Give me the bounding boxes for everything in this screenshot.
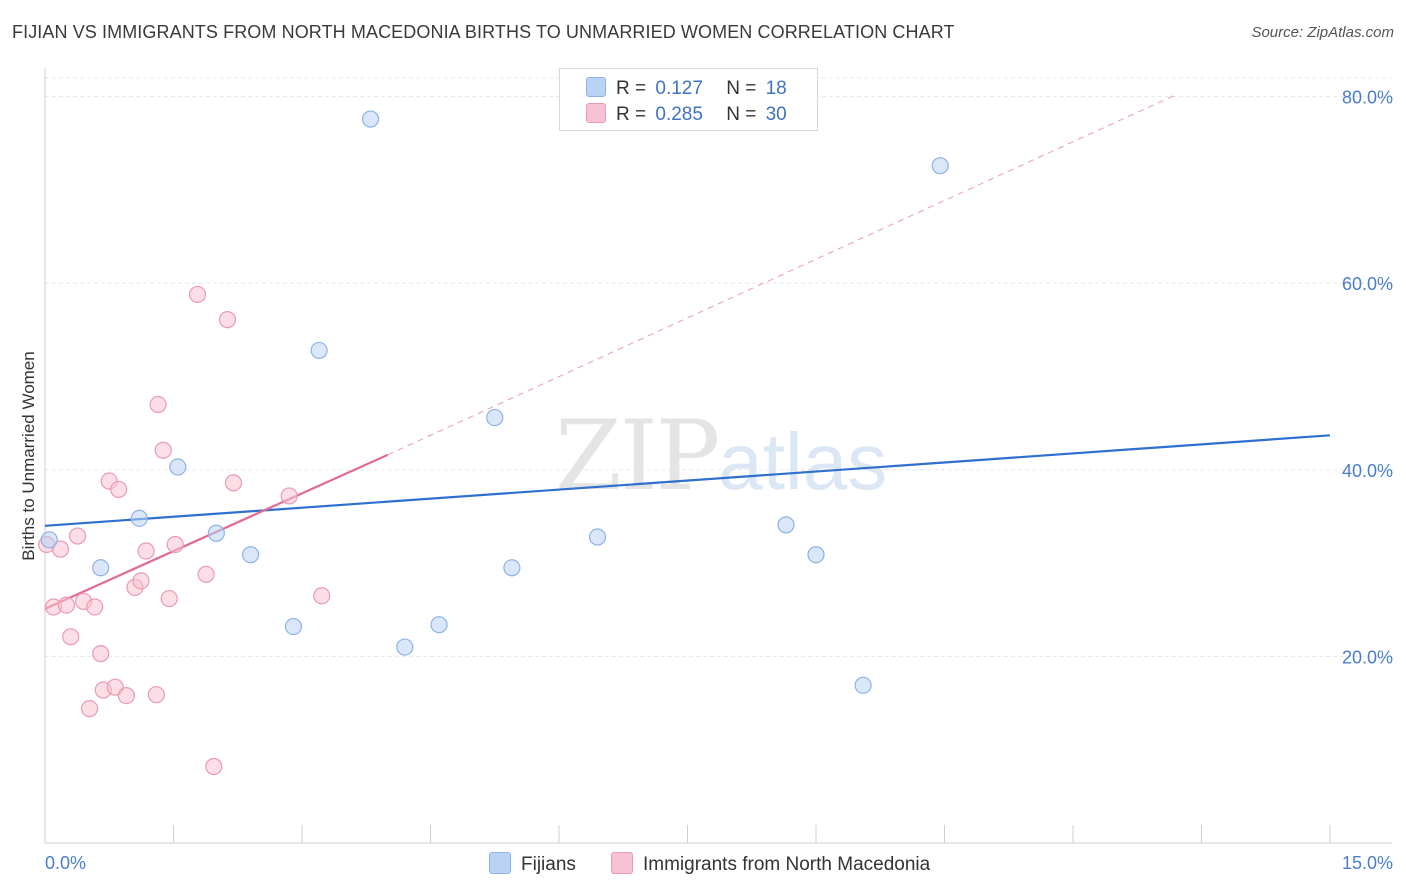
fijian-point xyxy=(284,617,303,636)
legend-n-label: N = xyxy=(726,78,757,99)
legend-r-value: 0.285 xyxy=(655,104,703,125)
macedonia-point xyxy=(160,589,178,608)
y-tick-label: 60.0% xyxy=(1342,274,1393,294)
fijian-point xyxy=(92,559,110,577)
macedonia-point xyxy=(154,441,172,459)
macedonia-point xyxy=(57,596,76,614)
macedonia-point xyxy=(62,628,80,646)
macedonia-point xyxy=(68,527,87,545)
macedonia-point xyxy=(80,700,99,718)
fijian-point xyxy=(242,546,260,564)
macedonia-point xyxy=(51,540,70,558)
data-points xyxy=(38,110,949,776)
trend-line-fijians xyxy=(44,434,1331,527)
fijian-point xyxy=(361,110,380,128)
macedonia-point xyxy=(205,757,223,776)
axes xyxy=(44,68,1392,844)
macedonia-point xyxy=(137,542,155,560)
watermark-zip: ZIP xyxy=(555,400,720,512)
fijian-point xyxy=(503,559,521,577)
series-legend-fijians[interactable]: Fijians xyxy=(489,852,576,876)
legend-n-value: 18 xyxy=(765,78,787,99)
series-swatch-macedonia xyxy=(611,852,633,874)
trend-lines xyxy=(44,94,1331,610)
legend-r-label: R = xyxy=(616,104,647,125)
x-tick-label: 0.0% xyxy=(45,853,86,873)
legend-swatch-macedonia xyxy=(586,103,606,123)
fijian-point xyxy=(310,341,328,360)
fijian-point xyxy=(807,546,825,564)
fijian-point xyxy=(430,616,448,634)
macedonia-point xyxy=(313,587,331,605)
fijian-point xyxy=(588,528,607,546)
trend-extension-macedonia xyxy=(387,94,1177,456)
legend-r-label: R = xyxy=(616,78,647,99)
fijian-point xyxy=(130,509,148,527)
macedonia-point xyxy=(197,565,215,583)
fijian-point xyxy=(931,157,949,175)
macedonia-point xyxy=(147,686,165,704)
series-legend-macedonia[interactable]: Immigrants from North Macedonia xyxy=(611,852,930,876)
y-axis-label: Births to Unmarried Women xyxy=(19,351,38,560)
fijian-point xyxy=(854,676,872,694)
watermark: ZIPatlas xyxy=(555,400,887,512)
fijian-point xyxy=(777,516,795,534)
macedonia-point xyxy=(92,645,110,663)
chart-title: FIJIAN VS IMMIGRANTS FROM NORTH MACEDONI… xyxy=(12,22,955,42)
y-tick-label: 40.0% xyxy=(1342,461,1393,481)
macedonia-point xyxy=(188,285,207,304)
legend-row-macedonia: R = 0.285 N = 30 xyxy=(586,103,787,129)
fijian-point xyxy=(169,458,187,476)
macedonia-point xyxy=(280,487,298,505)
y-tick-label: 80.0% xyxy=(1342,88,1393,108)
legend-row-fijians: R = 0.127 N = 18 xyxy=(586,77,787,103)
macedonia-point xyxy=(149,395,167,414)
fijian-point xyxy=(486,408,504,427)
macedonia-point xyxy=(117,686,135,705)
fijian-point xyxy=(40,531,58,549)
macedonia-point xyxy=(166,535,184,554)
watermark-atlas: atlas xyxy=(718,417,888,506)
series-label-macedonia: Immigrants from North Macedonia xyxy=(643,854,931,875)
macedonia-point xyxy=(86,598,104,616)
legend-r-value: 0.127 xyxy=(655,78,703,99)
series-legend: Fijians Immigrants from North Macedonia xyxy=(0,850,1406,878)
ticks: 20.0% 40.0% 60.0% 80.0% 0.0% 15.0% xyxy=(45,88,1393,873)
macedonia-point xyxy=(218,311,237,329)
legend-n-label: N = xyxy=(726,104,757,125)
x-tick-label: 15.0% xyxy=(1342,853,1393,873)
legend-n-value: 30 xyxy=(765,104,787,125)
macedonia-point xyxy=(132,572,150,590)
fijian-point xyxy=(396,638,414,656)
fijian-point xyxy=(207,524,225,542)
macedonia-point xyxy=(110,480,128,499)
correlation-legend: R = 0.127 N = 18 R = 0.285 N = 30 xyxy=(559,68,818,131)
macedonia-point xyxy=(224,474,243,492)
gridlines xyxy=(45,77,1392,657)
y-tick-label: 20.0% xyxy=(1342,647,1393,667)
source-label: Source: ZipAtlas.com xyxy=(1251,24,1394,41)
legend-swatch-fijians xyxy=(586,77,606,97)
series-swatch-fijians xyxy=(489,852,511,874)
series-label-fijians: Fijians xyxy=(521,854,576,875)
